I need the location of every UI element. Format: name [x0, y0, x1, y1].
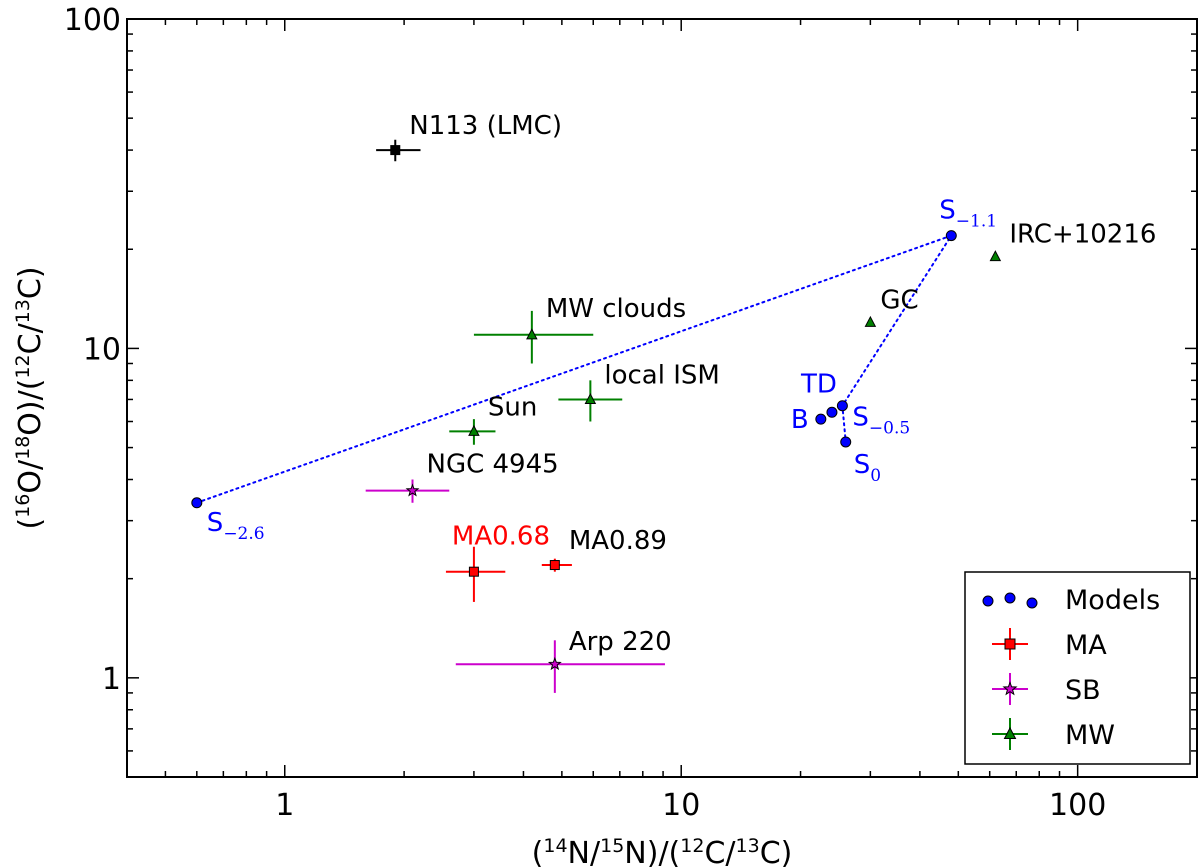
model-point-label: S−2.6 — [207, 508, 265, 544]
sb-point — [405, 483, 420, 497]
legend-marker — [1004, 592, 1016, 604]
point-label: Sun — [488, 392, 537, 422]
models-point — [836, 400, 848, 412]
point-label: NGC 4945 — [427, 450, 559, 480]
axis-label-text: C/ — [13, 322, 48, 354]
mw-point — [468, 424, 480, 436]
axis-label-text: O/ — [13, 459, 48, 494]
model-point-label: TD — [800, 369, 837, 399]
x-tick-label: 1 — [275, 788, 294, 823]
axis-label-text: C) — [760, 836, 793, 868]
model-label-main: S — [207, 508, 224, 538]
model-point-label: S−1.1 — [939, 196, 997, 232]
plot-frame — [126, 18, 1198, 778]
legend-label: SB — [1065, 675, 1101, 706]
y-tick-label: 1 — [102, 662, 121, 697]
axis-label-text: N)/( — [624, 836, 680, 868]
sb-point — [547, 656, 562, 671]
models-point — [945, 230, 957, 242]
legend-box — [964, 571, 1191, 765]
models-point — [815, 413, 827, 425]
x-axis-label: (14N/15N)/(12C/13C) — [532, 835, 793, 868]
model-label-main: B — [791, 405, 809, 435]
mw-point — [584, 392, 597, 404]
model-label-subscript: −0.5 — [869, 419, 910, 439]
legend-marker — [1003, 726, 1017, 739]
axis-label-text: O)/( — [13, 379, 48, 436]
legend: Models MA SB MW — [964, 571, 1191, 765]
x-tick-label: 10 — [662, 788, 700, 823]
y-axis-label: (16O/18O)/(12C/13C) — [12, 266, 48, 529]
axis-label-superscript: 14 — [543, 835, 567, 857]
x-tick-label: 100 — [1049, 788, 1106, 823]
models-point — [191, 497, 203, 509]
y-tick-label: 100 — [64, 3, 121, 38]
axis-label-superscript: 13 — [736, 835, 760, 857]
mw-point — [526, 328, 538, 340]
axes-layer: 1 10 100110100(14N/15N)/(12C/13C)(16O/18O)… — [12, 3, 1198, 868]
models-point — [840, 436, 852, 448]
model-label-main: S — [939, 196, 956, 226]
point-label: Arp 220 — [569, 627, 672, 657]
axis-label-superscript: 12 — [12, 354, 34, 378]
model-label-subscript: −2.6 — [223, 524, 264, 544]
point-label: MA0.68 — [452, 522, 550, 552]
model-label-main: S — [854, 450, 871, 480]
point-label: GC — [880, 285, 918, 315]
model-point-label: S0 — [854, 450, 881, 486]
model-label-main: TD — [800, 369, 837, 399]
axis-label-superscript: 15 — [600, 835, 624, 857]
model-label-subscript: −1.1 — [956, 212, 997, 232]
model-point-label: B — [791, 405, 809, 435]
ma-point — [468, 566, 479, 577]
mw-point — [989, 250, 1002, 262]
axis-label-text: ( — [532, 836, 544, 868]
n113-point — [390, 145, 401, 156]
legend-marker — [1004, 638, 1016, 650]
ma-point — [549, 560, 560, 571]
legend-label: MA — [1065, 630, 1107, 661]
point-label: MW clouds — [546, 294, 686, 324]
axis-label-superscript: 16 — [12, 494, 34, 518]
axis-label-superscript: 18 — [12, 436, 34, 460]
model-point-label: S−0.5 — [852, 403, 910, 439]
legend-label: Models — [1065, 585, 1160, 616]
model-line — [195, 233, 954, 504]
axis-label-superscript: 12 — [680, 835, 704, 857]
point-label: local ISM — [604, 360, 719, 390]
models-point — [826, 406, 838, 418]
axis-label-superscript: 13 — [12, 299, 34, 323]
axis-label-text: C/ — [704, 836, 736, 868]
legend-marker — [982, 595, 994, 607]
model-label-main: S — [852, 403, 869, 433]
axis-label-text: N/ — [568, 836, 601, 868]
y-tick-label: 10 — [83, 332, 121, 367]
legend-marker — [1026, 597, 1038, 609]
model-label-subscript: 0 — [870, 466, 881, 486]
mw-point — [864, 315, 877, 327]
legend-marker — [1002, 681, 1018, 696]
axis-label-text: ( — [13, 518, 48, 530]
point-label: IRC+10216 — [1009, 220, 1156, 250]
point-label: MA0.89 — [569, 526, 667, 556]
legend-label: MW — [1065, 720, 1115, 751]
axis-label-text: C) — [13, 266, 48, 299]
point-label: N113 (LMC) — [409, 111, 562, 141]
